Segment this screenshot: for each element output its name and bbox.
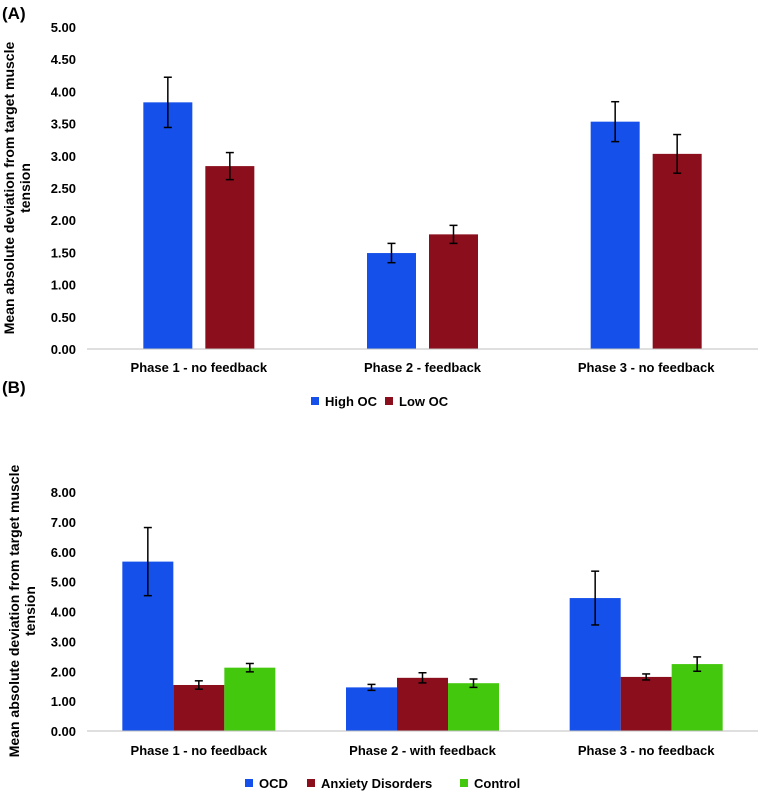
panel-b-bar xyxy=(620,676,672,731)
panel-b-legend-label: OCD xyxy=(259,776,288,791)
panel-b-ylabel-line: Mean absolute deviation from target musc… xyxy=(6,465,22,758)
panel-b-bar xyxy=(346,687,397,731)
panel-a-ytick-label: 2.50 xyxy=(51,181,76,196)
panel-a-ytick-label: 4.50 xyxy=(51,52,76,67)
panel-b-ytick-label: 4.00 xyxy=(51,605,76,620)
panel-a-legend-swatch xyxy=(385,397,393,405)
panel-b-legend-label: Anxiety Disorders xyxy=(321,776,432,791)
panel-b-ytick-label: 6.00 xyxy=(51,545,76,560)
panel-b-legend-swatch xyxy=(245,779,253,787)
panel-a-ytick-label: 2.00 xyxy=(51,213,76,228)
panel-b-ytick-label: 5.00 xyxy=(51,575,76,590)
panel-b-ytick-label: 2.00 xyxy=(51,664,76,679)
panel-b-bar xyxy=(671,664,723,731)
panel-b-bar xyxy=(173,684,225,731)
panel-a-bar xyxy=(652,153,702,349)
panel-a-category-label: Phase 2 - feedback xyxy=(364,360,482,375)
panel-a-ytick-label: 0.50 xyxy=(51,310,76,325)
panel-b-category-label: Phase 2 - with feedback xyxy=(349,743,496,758)
panel-a-ylabel-line: tension xyxy=(17,163,33,213)
panel-a-bar xyxy=(367,253,416,349)
panel-a-bar xyxy=(590,121,640,349)
panel-b-ylabel-line: tension xyxy=(22,586,38,636)
panel-a-legend-swatch xyxy=(311,397,319,405)
panel-a-ytick-label: 4.00 xyxy=(51,84,76,99)
panel-a-ytick-label: 1.50 xyxy=(51,245,76,260)
panel-b-ytick-label: 0.00 xyxy=(51,724,76,739)
panel-b-category-label: Phase 3 - no feedback xyxy=(578,743,715,758)
panel-a-category-label: Phase 3 - no feedback xyxy=(578,360,715,375)
panel-b-bar xyxy=(397,677,448,731)
panel-a-bar xyxy=(429,234,478,349)
panel-b-bar xyxy=(224,667,276,731)
panel-b-legend-swatch xyxy=(307,779,315,787)
panel-a-legend-label: Low OC xyxy=(399,394,449,409)
panel-b-legend-label: Control xyxy=(474,776,520,791)
panel-a-ylabel-line: Mean absolute deviation from target musc… xyxy=(1,42,17,335)
panel-b-legend-swatch xyxy=(460,779,468,787)
panel-b-bar xyxy=(448,683,499,731)
panel-a-bar xyxy=(205,166,255,349)
panel-a-label: (A) xyxy=(2,4,26,23)
panel-a-bar xyxy=(143,102,193,350)
panel-b-ytick-label: 8.00 xyxy=(51,485,76,500)
panel-b-ytick-label: 1.00 xyxy=(51,694,76,709)
panel-b-category-label: Phase 1 - no feedback xyxy=(131,743,268,758)
panel-a-ytick-label: 5.00 xyxy=(51,20,76,35)
panel-a-ytick-label: 1.00 xyxy=(51,278,76,293)
panel-a-ytick-label: 3.50 xyxy=(51,117,76,132)
panel-a-ytick-label: 0.00 xyxy=(51,342,76,357)
panel-b-ytick-label: 3.00 xyxy=(51,634,76,649)
panel-b-ytick-label: 7.00 xyxy=(51,515,76,530)
panel-a-legend-label: High OC xyxy=(325,394,378,409)
panel-a-category-label: Phase 1 - no feedback xyxy=(131,360,268,375)
panel-b-label: (B) xyxy=(2,378,26,397)
panel-a-ytick-label: 3.00 xyxy=(51,149,76,164)
